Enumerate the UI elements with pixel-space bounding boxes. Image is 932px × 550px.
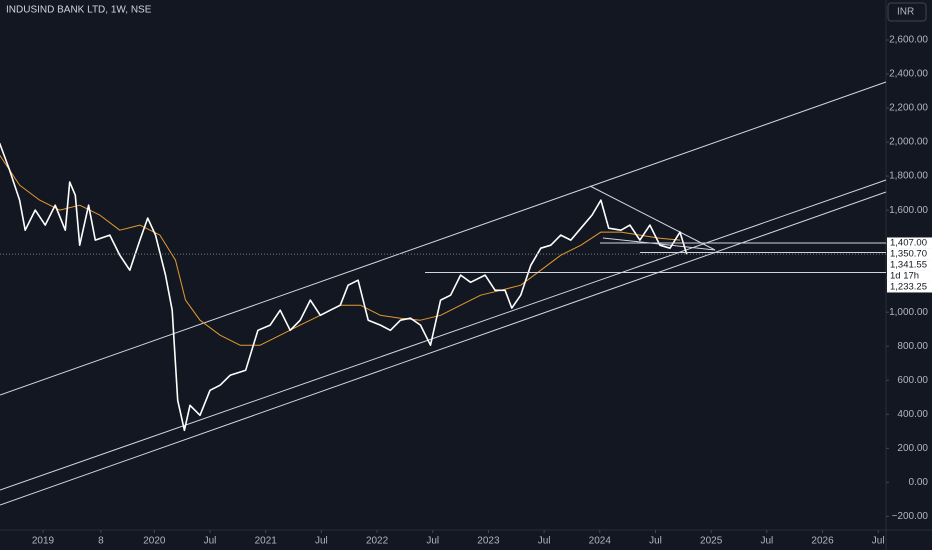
y-tick-label: 600.00 <box>897 375 928 386</box>
currency-box[interactable] <box>887 2 927 22</box>
drawings <box>0 81 887 506</box>
x-tick-label: Jul <box>872 536 885 547</box>
x-tick-label: Jul <box>204 536 217 547</box>
y-tick-label: 0.00 <box>909 477 929 488</box>
price-label-box <box>887 281 932 293</box>
price-line <box>0 142 688 432</box>
y-tick-label: 2,200.00 <box>889 103 928 114</box>
y-tick-label: 2,600.00 <box>889 35 928 46</box>
countdown-box <box>887 270 932 282</box>
price-label: 1,233.25 <box>890 281 927 292</box>
price-label: 1,341.55 <box>890 259 927 270</box>
channel-line <box>0 81 887 396</box>
x-tick-label: 8 <box>98 536 104 547</box>
currency[interactable]: INR <box>897 7 914 18</box>
price-label-box <box>887 259 932 271</box>
price-label: 1,350.70 <box>890 248 927 259</box>
x-tick-label: 2021 <box>255 536 278 547</box>
trend-line <box>589 185 716 251</box>
y-tick-label: −200.00 <box>892 511 929 522</box>
x-tick-label: Jul <box>315 536 328 547</box>
x-tick-label: 2023 <box>477 536 500 547</box>
x-tick-label: Jul <box>760 536 773 547</box>
y-tick-label: 1,600.00 <box>889 205 928 216</box>
y-tick-label: 2,000.00 <box>889 137 928 148</box>
price-label-box <box>887 248 932 260</box>
x-tick-label: 2024 <box>589 536 612 547</box>
y-tick-label: 800.00 <box>897 341 928 352</box>
x-tick-label: Jul <box>649 536 662 547</box>
x-tick-label: 2026 <box>811 536 834 547</box>
x-tick-label: Jul <box>426 536 439 547</box>
channel-line <box>0 191 887 506</box>
price-label: 1,407.00 <box>890 237 927 248</box>
x-tick-label: 2025 <box>700 536 723 547</box>
price-label-box <box>887 237 932 249</box>
y-tick-label: 1,800.00 <box>889 171 928 182</box>
x-tick-label: 2019 <box>32 536 55 547</box>
channel-line <box>0 179 887 491</box>
chart-title: INDUSIND BANK LTD, 1W, NSE <box>6 5 152 16</box>
x-tick-label: 2020 <box>143 536 166 547</box>
y-tick-label: 2,400.00 <box>889 69 928 80</box>
y-tick-label: 400.00 <box>897 409 928 420</box>
x-tick-label: Jul <box>538 536 551 547</box>
countdown: 1d 17h <box>890 270 919 281</box>
x-tick-label: 2022 <box>366 536 389 547</box>
y-tick-label: 200.00 <box>897 443 928 454</box>
y-tick-label: 1,000.00 <box>889 307 928 318</box>
